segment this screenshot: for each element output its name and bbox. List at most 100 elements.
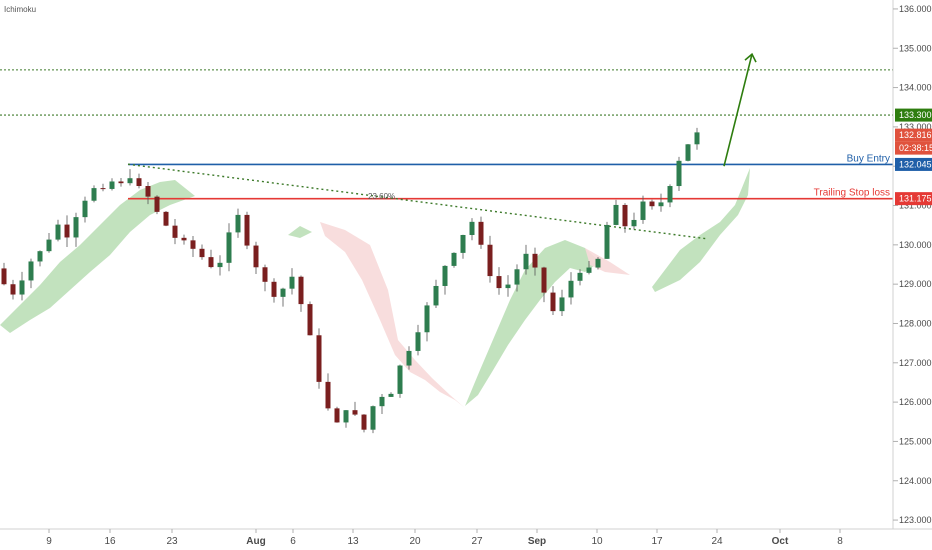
time-tick-label: Sep bbox=[528, 536, 546, 547]
fib-level-label: 23.60% bbox=[368, 192, 395, 201]
price-tick-label: 133.000 bbox=[899, 122, 932, 132]
candle-body bbox=[379, 396, 385, 407]
stop-loss-price-tag: 131.175 bbox=[899, 194, 932, 204]
time-axis[interactable]: 9 16 23 Aug 6 13 20 27 Sep 10 17 24 Oct 8 bbox=[46, 529, 843, 547]
time-tick-label: 8 bbox=[837, 536, 843, 547]
price-axis[interactable]: 123.000 124.000 125.000 126.000 127.000 128.0… bbox=[893, 4, 932, 525]
candle-body bbox=[55, 224, 61, 240]
candle-body bbox=[217, 262, 223, 268]
price-tick-label: 131.000 bbox=[899, 201, 932, 211]
candle-body bbox=[289, 276, 295, 289]
time-tick-label: Aug bbox=[246, 536, 265, 547]
candle-body bbox=[667, 186, 673, 203]
candle-body bbox=[118, 181, 124, 184]
candle-body bbox=[550, 292, 556, 312]
candle-body bbox=[640, 201, 646, 220]
price-tick-label: 124.000 bbox=[899, 476, 932, 486]
price-tick-label: 123.000 bbox=[899, 515, 932, 525]
last-price-tag-bg bbox=[895, 128, 932, 142]
candle-body bbox=[514, 269, 520, 285]
candle-body bbox=[577, 272, 583, 281]
candle-body bbox=[163, 211, 169, 226]
candle-body bbox=[199, 248, 205, 258]
candle-body bbox=[325, 381, 331, 409]
price-tick-label: 134.000 bbox=[899, 83, 932, 93]
time-tick-label: 10 bbox=[591, 536, 603, 547]
price-tick-label: 127.000 bbox=[899, 358, 932, 368]
price-tick-label: 130.000 bbox=[899, 240, 932, 250]
candle-body bbox=[469, 221, 475, 235]
candle-body bbox=[613, 204, 619, 225]
price-tick-label: 135.000 bbox=[899, 43, 932, 53]
price-tick-label: 129.000 bbox=[899, 279, 932, 289]
buy-entry-label: Buy Entry bbox=[847, 153, 890, 164]
target-arrow-line bbox=[723, 53, 753, 167]
countdown-tag: 02:38:15 bbox=[899, 143, 932, 153]
candle-body bbox=[226, 232, 232, 263]
candle-body bbox=[397, 365, 403, 394]
candle-body bbox=[478, 221, 484, 245]
candle-body bbox=[100, 188, 106, 190]
candle-body bbox=[127, 178, 133, 184]
candle-body bbox=[334, 408, 340, 423]
candle-body bbox=[145, 186, 151, 197]
target-price-tag-bg bbox=[895, 108, 932, 122]
candle-body bbox=[154, 196, 160, 212]
candle-body bbox=[37, 251, 43, 262]
candle-body bbox=[28, 261, 34, 281]
candle-body bbox=[631, 219, 637, 227]
target-price-tag: 133.300 bbox=[899, 110, 932, 120]
candle-body bbox=[1, 268, 7, 285]
countdown-tag-bg bbox=[895, 141, 932, 155]
candle-body bbox=[253, 245, 259, 268]
candle-body bbox=[208, 257, 214, 268]
trailing-stop-label: Trailing Stop loss bbox=[814, 188, 890, 199]
ichimoku-cloud-bear bbox=[320, 222, 465, 408]
indicator-label[interactable]: Ichimoku bbox=[4, 5, 36, 14]
candle-body bbox=[91, 188, 97, 201]
candle-body bbox=[181, 237, 187, 241]
candle-body bbox=[451, 252, 457, 266]
candle-body bbox=[361, 414, 367, 430]
candle-body bbox=[109, 181, 115, 189]
ichimoku-cloud-group bbox=[0, 168, 750, 408]
candle-body bbox=[604, 224, 610, 259]
candle-body bbox=[307, 304, 313, 336]
time-tick-label: 13 bbox=[347, 536, 359, 547]
price-tick-label: 136.000 bbox=[899, 4, 932, 14]
candle-body bbox=[559, 297, 565, 312]
candle-body bbox=[406, 350, 412, 366]
ichimoku-cloud-bull-3 bbox=[465, 240, 600, 406]
target-arrow-head bbox=[744, 52, 757, 63]
candle-body bbox=[343, 410, 349, 423]
time-tick-label: 20 bbox=[409, 536, 421, 547]
ichimoku-cloud-bull-4 bbox=[652, 168, 750, 292]
candle-body bbox=[73, 217, 79, 238]
candle-body bbox=[190, 240, 196, 249]
price-tick-label: 128.000 bbox=[899, 318, 932, 328]
candle-body bbox=[685, 144, 691, 161]
candle-body bbox=[622, 204, 628, 227]
time-tick-label: 17 bbox=[651, 536, 663, 547]
candle-body bbox=[532, 253, 538, 268]
candle-body bbox=[298, 276, 304, 305]
plot-area[interactable] bbox=[0, 0, 893, 529]
candle-body bbox=[136, 178, 142, 187]
ichimoku-cloud-bull-2 bbox=[288, 226, 312, 238]
candle-body bbox=[244, 214, 250, 246]
candle-body bbox=[523, 253, 529, 270]
candle-body bbox=[541, 267, 547, 293]
target-arrow bbox=[723, 52, 757, 167]
candle-body bbox=[64, 224, 70, 238]
candle-body bbox=[442, 265, 448, 286]
time-tick-label: 24 bbox=[711, 536, 723, 547]
buy-entry-price-tag: 132.045 bbox=[899, 159, 932, 169]
candle-body bbox=[370, 406, 376, 430]
price-tick-label: 125.000 bbox=[899, 436, 932, 446]
candle-body bbox=[316, 335, 322, 382]
candle-body bbox=[262, 267, 268, 282]
candlesticks bbox=[1, 127, 700, 434]
time-tick-label: 27 bbox=[471, 536, 483, 547]
candle-body bbox=[649, 201, 655, 207]
